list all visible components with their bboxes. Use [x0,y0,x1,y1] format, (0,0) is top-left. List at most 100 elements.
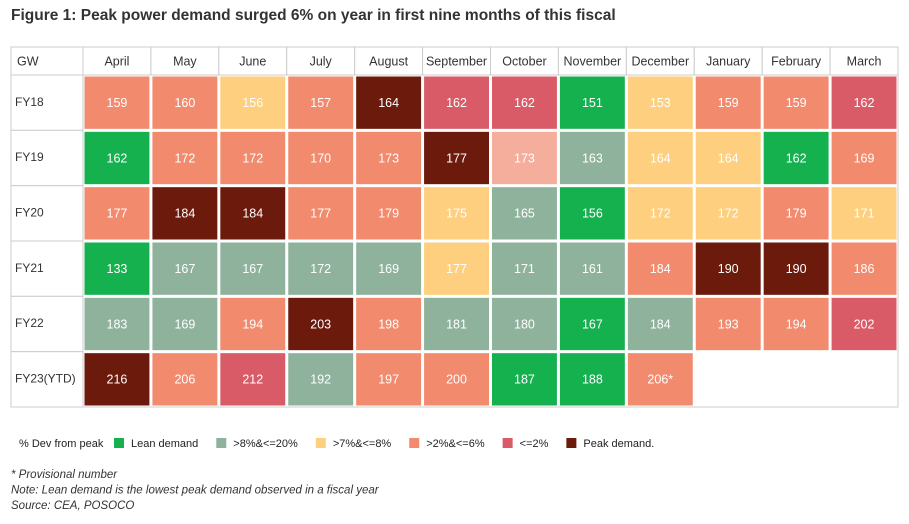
heat-cell [424,131,489,185]
cell-value: 169 [174,317,195,331]
heat-cell [831,131,897,185]
row-label: FY20 [15,206,44,220]
cell-value: 184 [650,317,671,331]
heat-cell [356,187,422,240]
column-header: November [564,54,622,68]
cell-value: 162 [854,96,875,110]
cell-value: 161 [582,262,603,276]
cell-value: 169 [378,262,399,276]
heat-cell [220,131,286,185]
cell-value: 198 [378,317,399,331]
cell-value: 197 [378,373,399,387]
cell-value: 170 [310,151,331,165]
heat-cell [559,297,625,351]
heat-cell [152,131,218,185]
legend-label: <=2% [520,438,549,450]
heat-cell [424,297,489,351]
note: Source: CEA, POSOCO [11,500,134,512]
heat-cell [220,187,286,240]
row-label: FY23(YTD) [15,372,76,386]
legend-label: >2%&<=6% [426,438,485,450]
heat-cell [695,131,761,185]
cell-value: 172 [174,151,195,165]
cell-value: 173 [378,151,399,165]
header-cell [422,46,492,76]
cell-value: 181 [446,317,467,331]
cell-value: 194 [786,317,807,331]
cell-value: 175 [446,207,467,221]
cell-value: 194 [242,317,263,331]
cell-value: 159 [786,96,807,110]
cell-value: 177 [310,207,331,221]
heat-cell [763,76,829,129]
cell-value: 164 [650,151,671,165]
cell-value: 180 [514,317,535,331]
cell-value: 160 [174,96,195,110]
heat-cell [492,187,557,240]
cell-value: 171 [514,262,535,276]
heat-cell [152,187,218,240]
cell-value: 162 [107,151,128,165]
cell-value: 133 [107,262,128,276]
heat-cell [627,76,693,129]
heat-cell [492,131,557,185]
cell-value: 188 [582,373,603,387]
heat-cell [356,76,422,129]
cell-value: 212 [242,373,263,387]
heat-cell [492,353,557,406]
cell-value: 151 [582,96,603,110]
heat-cell [84,297,150,351]
heat-cell [695,242,761,295]
cell-value: 169 [854,151,875,165]
cell-value: 173 [514,151,535,165]
heat-cell [84,76,150,129]
legend-title: % Dev from peak [19,438,104,450]
heat-cell [424,353,489,406]
heat-cell [831,242,897,295]
header-cell [761,46,831,76]
heat-cell [424,187,489,240]
cell-value: 179 [378,207,399,221]
cell-value: 177 [446,262,467,276]
heat-cell [288,242,354,295]
corner-label: GW [17,54,39,68]
row-label: FY19 [15,150,44,164]
cell-value: 172 [310,262,331,276]
cell-value: 200 [446,373,467,387]
column-header: December [631,54,689,68]
legend-label: Lean demand [131,438,198,450]
column-header: June [239,54,266,68]
cell-value: 184 [242,207,263,221]
heat-cell [559,76,625,129]
cell-value: 156 [582,207,603,221]
heat-cell [152,353,218,406]
heat-cell [84,242,150,295]
cell-value: 183 [107,317,128,331]
cell-value: 162 [514,96,535,110]
heat-cell [492,76,557,129]
cell-value: 164 [378,96,399,110]
header-cell [82,46,152,76]
row-header-cell [10,185,84,242]
header-cell [218,46,288,76]
heat-cell [559,187,625,240]
heat-cell [627,353,693,406]
column-header: July [310,54,333,68]
cell-value: 167 [242,262,263,276]
cell-value: 164 [718,151,739,165]
heat-cell [220,297,286,351]
heat-cell [559,131,625,185]
cell-value: 179 [786,207,807,221]
column-header: April [104,54,129,68]
cell-value: 157 [310,96,331,110]
row-header-cell [10,295,84,353]
heat-cell [152,242,218,295]
heat-cell [424,242,489,295]
note: * Provisional number [11,469,118,481]
header-cell [625,46,695,76]
heat-cell [152,76,218,129]
row-header-cell [10,129,84,187]
heat-cell [356,353,422,406]
heat-cell [492,242,557,295]
cell-value: 153 [650,96,671,110]
